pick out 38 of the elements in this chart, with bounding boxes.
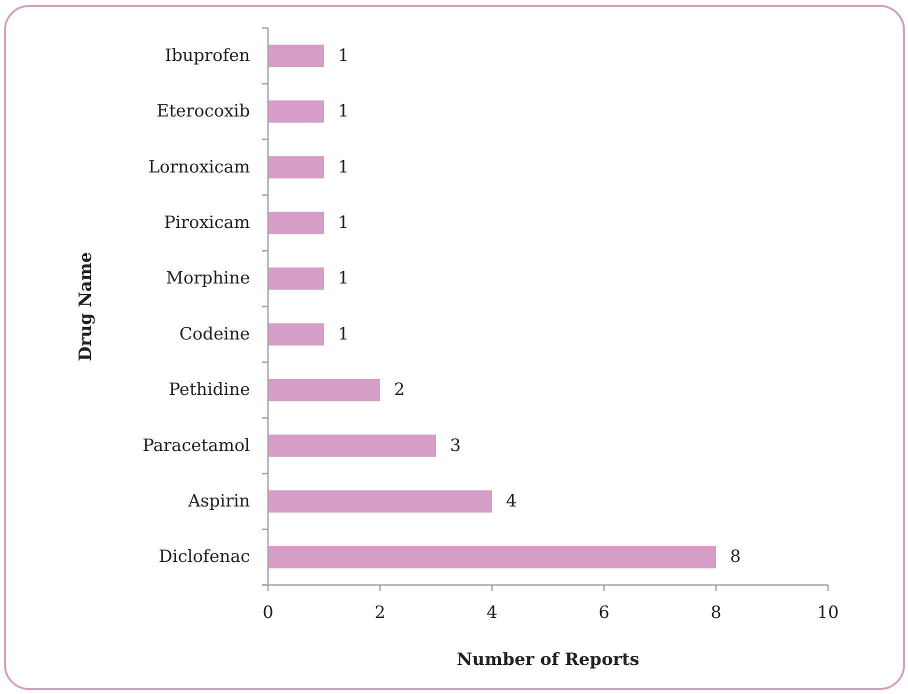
- data-label: 1: [338, 46, 349, 66]
- x-tick-label: 8: [710, 603, 722, 623]
- data-label: 4: [506, 491, 517, 512]
- data-label: 2: [394, 380, 405, 400]
- bar: [268, 546, 716, 568]
- y-tick-label: Diclofenac: [158, 547, 250, 568]
- y-tick-label: Piroxicam: [164, 212, 250, 233]
- data-label: 1: [338, 102, 349, 122]
- x-tick-label: 2: [374, 603, 386, 623]
- y-tick-label: Aspirin: [187, 491, 250, 512]
- data-label: 1: [338, 157, 349, 178]
- bar: [268, 434, 436, 457]
- y-axis-title: Drug Name: [76, 252, 96, 362]
- bar: [268, 268, 324, 290]
- y-tick-label: Lornoxicam: [148, 157, 250, 178]
- bar: [268, 490, 492, 513]
- x-tick-label: 4: [486, 603, 498, 623]
- bar: [268, 323, 324, 346]
- data-label: 1: [338, 268, 349, 289]
- bar: [268, 212, 324, 234]
- x-tick-label: 6: [598, 603, 610, 623]
- x-axis-title: Number of Reports: [456, 650, 640, 670]
- data-label: 3: [450, 436, 461, 456]
- y-tick-label: Morphine: [166, 268, 250, 289]
- y-tick-label: Eterocoxib: [156, 102, 250, 122]
- y-tick-label: Ibuprofen: [164, 46, 250, 66]
- bar: [268, 100, 324, 123]
- bar: [268, 156, 324, 178]
- data-label: 1: [338, 324, 349, 344]
- x-tick-label: 10: [817, 603, 839, 623]
- bar: [268, 378, 380, 402]
- data-label: 1: [338, 212, 349, 233]
- y-tick-label: Paracetamol: [142, 436, 250, 456]
- data-label: 8: [730, 547, 741, 568]
- y-tick-label: Codeine: [179, 324, 250, 344]
- bar: [268, 44, 324, 67]
- x-tick-label: 0: [262, 603, 274, 623]
- y-tick-label: Pethidine: [168, 380, 250, 400]
